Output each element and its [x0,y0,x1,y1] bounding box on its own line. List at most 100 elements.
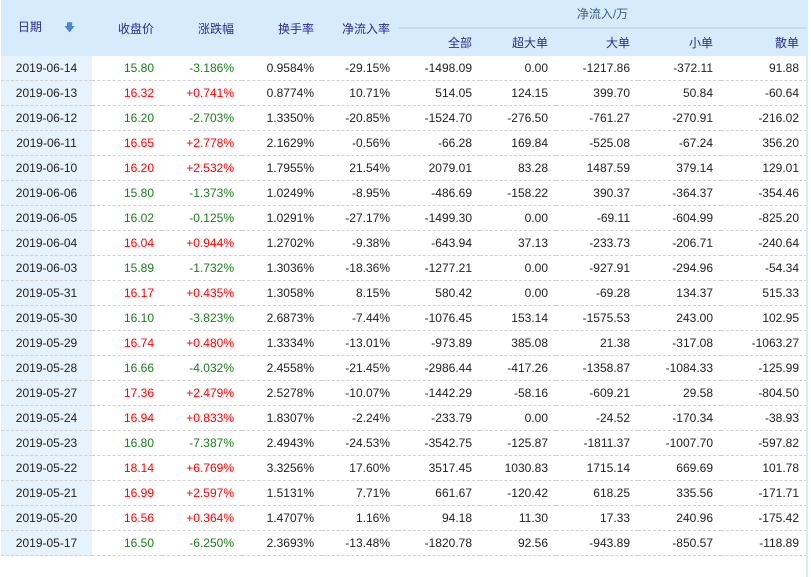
cell-net-rate: -21.45% [322,355,398,381]
table-row: 2019-05-29 16.74 +0.480% 1.3334% -13.01% -973… [1,330,808,356]
cell-net-large: -1358.87 [556,355,638,381]
cell-net-retail: -171.71 [721,480,808,506]
cell-turnover: 1.2702% [242,230,322,256]
cell-net-small: 243.00 [638,305,721,331]
cell-net-super-large: 124.15 [480,80,556,106]
date-header-label: 日期 [17,20,42,34]
cell-close: 17.36 [92,380,162,406]
cell-change: +0.833% [162,405,242,431]
cell-net-large: 1487.59 [556,155,638,181]
column-header-large[interactable]: 大单 [556,27,638,56]
cell-net-rate: 8.15% [322,280,398,306]
cell-net-small: -1084.33 [638,355,721,381]
cell-net-super-large: 0.00 [480,205,556,231]
cell-change: +0.364% [162,505,242,531]
cell-turnover: 3.3256% [242,455,322,481]
cell-turnover: 2.4558% [242,355,322,381]
cell-net-small: 335.56 [638,480,721,506]
column-header-net-rate[interactable]: 净流入率 [322,0,398,56]
cell-date: 2019-06-06 [1,180,92,206]
cell-net-large: 390.37 [556,180,638,206]
cell-net-all: -1277.21 [398,255,480,281]
cell-net-rate: -18.36% [322,255,398,281]
column-header-super-large[interactable]: 超大单 [480,27,556,56]
cell-net-retail: -825.20 [721,205,808,231]
cell-change: -4.032% [162,355,242,381]
cell-net-small: -170.34 [638,405,721,431]
cell-turnover: 1.0291% [242,205,322,231]
cell-close: 16.74 [92,330,162,356]
cell-turnover: 2.5278% [242,380,322,406]
cell-net-rate: -27.17% [322,205,398,231]
cell-net-large: 399.70 [556,80,638,106]
cell-net-rate: 10.71% [322,80,398,106]
cell-net-all: 2079.01 [398,155,480,181]
cell-date: 2019-05-30 [1,305,92,331]
arrow-down-icon[interactable]: 🡇 [63,22,76,34]
cell-date: 2019-05-28 [1,355,92,381]
column-group-net-inflow: 净流入/万 [398,0,808,28]
cell-net-retail: -175.42 [721,505,808,531]
cell-date: 2019-05-23 [1,430,92,456]
cell-change: -6.250% [162,530,242,556]
table-row: 2019-06-12 16.20 -2.703% 1.3350% -20.85% -152… [1,105,808,131]
cell-net-super-large: 0.00 [480,255,556,281]
cell-net-super-large: -125.87 [480,430,556,456]
cell-net-rate: 17.60% [322,455,398,481]
cell-date: 2019-06-03 [1,255,92,281]
cell-turnover: 0.8774% [242,80,322,106]
cell-close: 15.80 [92,180,162,206]
cell-net-super-large: -417.26 [480,355,556,381]
table-row: 2019-06-06 15.80 -1.373% 1.0249% -8.95% -486.… [1,180,808,206]
cell-net-all: -1498.09 [398,56,480,81]
table-row: 2019-06-05 16.02 -0.125% 1.0291% -27.17% -149… [1,205,808,231]
cell-change: -7.387% [162,430,242,456]
cell-net-super-large: 11.30 [480,505,556,531]
cell-net-large: 1715.14 [556,455,638,481]
cell-net-small: 240.96 [638,505,721,531]
cell-net-retail: 356.20 [721,130,808,156]
cell-net-super-large: 169.84 [480,130,556,156]
table-row: 2019-05-27 17.36 +2.479% 2.5278% -10.07% -144… [1,380,808,406]
cell-close: 16.04 [92,230,162,256]
column-header-turnover[interactable]: 换手率 [242,0,322,56]
cell-net-all: -973.89 [398,330,480,356]
column-header-all[interactable]: 全部 [398,27,480,56]
cell-net-rate: 1.16% [322,505,398,531]
cell-change: -3.186% [162,56,242,81]
column-header-small[interactable]: 小单 [638,27,721,56]
cell-close: 16.20 [92,105,162,131]
column-header-retail[interactable]: 散单 [721,27,808,56]
cell-change: +0.741% [162,80,242,106]
cell-net-all: -1442.29 [398,380,480,406]
cell-net-large: -943.89 [556,530,638,556]
cell-net-rate: -13.48% [322,530,398,556]
cell-net-retail: -240.64 [721,230,808,256]
cell-net-large: -761.27 [556,105,638,131]
cell-net-large: -525.08 [556,130,638,156]
table-row: 2019-05-28 16.66 -4.032% 2.4558% -21.45% -298… [1,355,808,381]
cell-turnover: 1.3058% [242,280,322,306]
cell-net-all: -1820.78 [398,530,480,556]
cell-turnover: 1.3334% [242,330,322,356]
cell-net-super-large: 153.14 [480,305,556,331]
column-header-change[interactable]: 涨跌幅 [162,0,242,56]
cell-change: -1.732% [162,255,242,281]
cell-net-small: -1007.70 [638,430,721,456]
cell-net-rate: -2.24% [322,405,398,431]
column-header-date[interactable]: 日期 🡇 [1,0,92,56]
cell-net-rate: -13.01% [322,330,398,356]
table-row: 2019-05-21 16.99 +2.597% 1.5131% 7.71% 661.67… [1,480,808,506]
cell-net-large: -69.28 [556,280,638,306]
column-header-close[interactable]: 收盘价 [92,0,162,56]
cell-date: 2019-05-27 [1,380,92,406]
cell-net-retail: -125.99 [721,355,808,381]
cell-date: 2019-05-31 [1,280,92,306]
cell-net-small: -364.37 [638,180,721,206]
cell-net-retail: -354.46 [721,180,808,206]
cell-net-rate: -20.85% [322,105,398,131]
cell-net-small: -67.24 [638,130,721,156]
cell-net-super-large: 37.13 [480,230,556,256]
cell-net-small: -317.08 [638,330,721,356]
cell-change: +2.778% [162,130,242,156]
